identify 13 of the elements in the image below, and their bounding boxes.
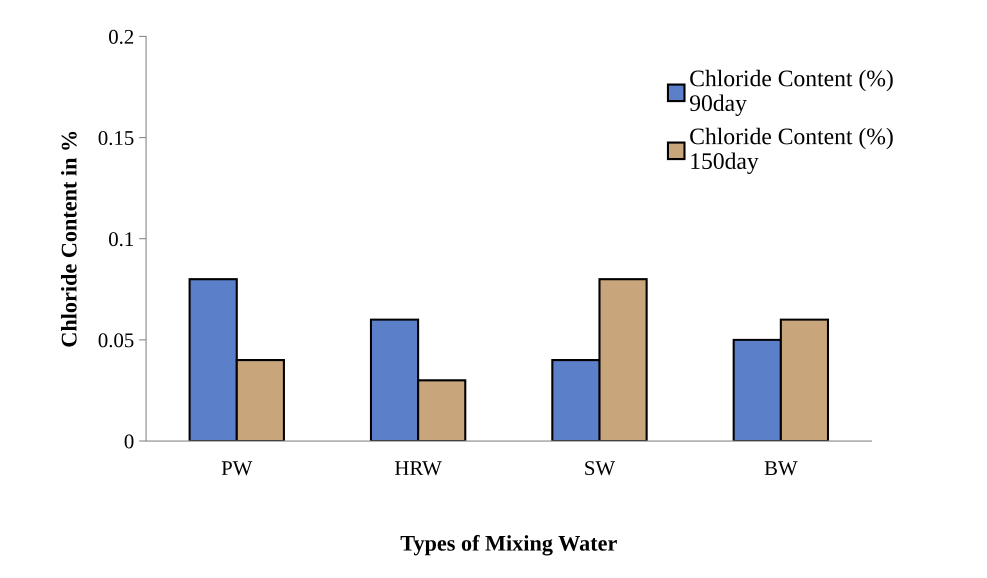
x-tick-label: SW [585, 461, 616, 476]
y-tick-label: 0.05 [98, 333, 134, 348]
y-tick-label: 0.2 [109, 30, 134, 44]
y-tick-label: 0.15 [98, 130, 134, 146]
legend-label: Chloride Content (%) 90day [690, 70, 893, 116]
y-tick-label: 0.1 [109, 232, 134, 246]
x-tick-label: PW [222, 461, 252, 476]
x-axis-title: Types of Mixing Water [400, 534, 617, 556]
y-axis-title: Chloride Content in % [60, 132, 77, 347]
x-tick-label: BW [764, 461, 798, 476]
legend-label: Chloride Content (%) 150day [690, 128, 893, 174]
x-tick-label: HRW [394, 461, 442, 476]
y-tick-label: 0 [124, 434, 134, 448]
